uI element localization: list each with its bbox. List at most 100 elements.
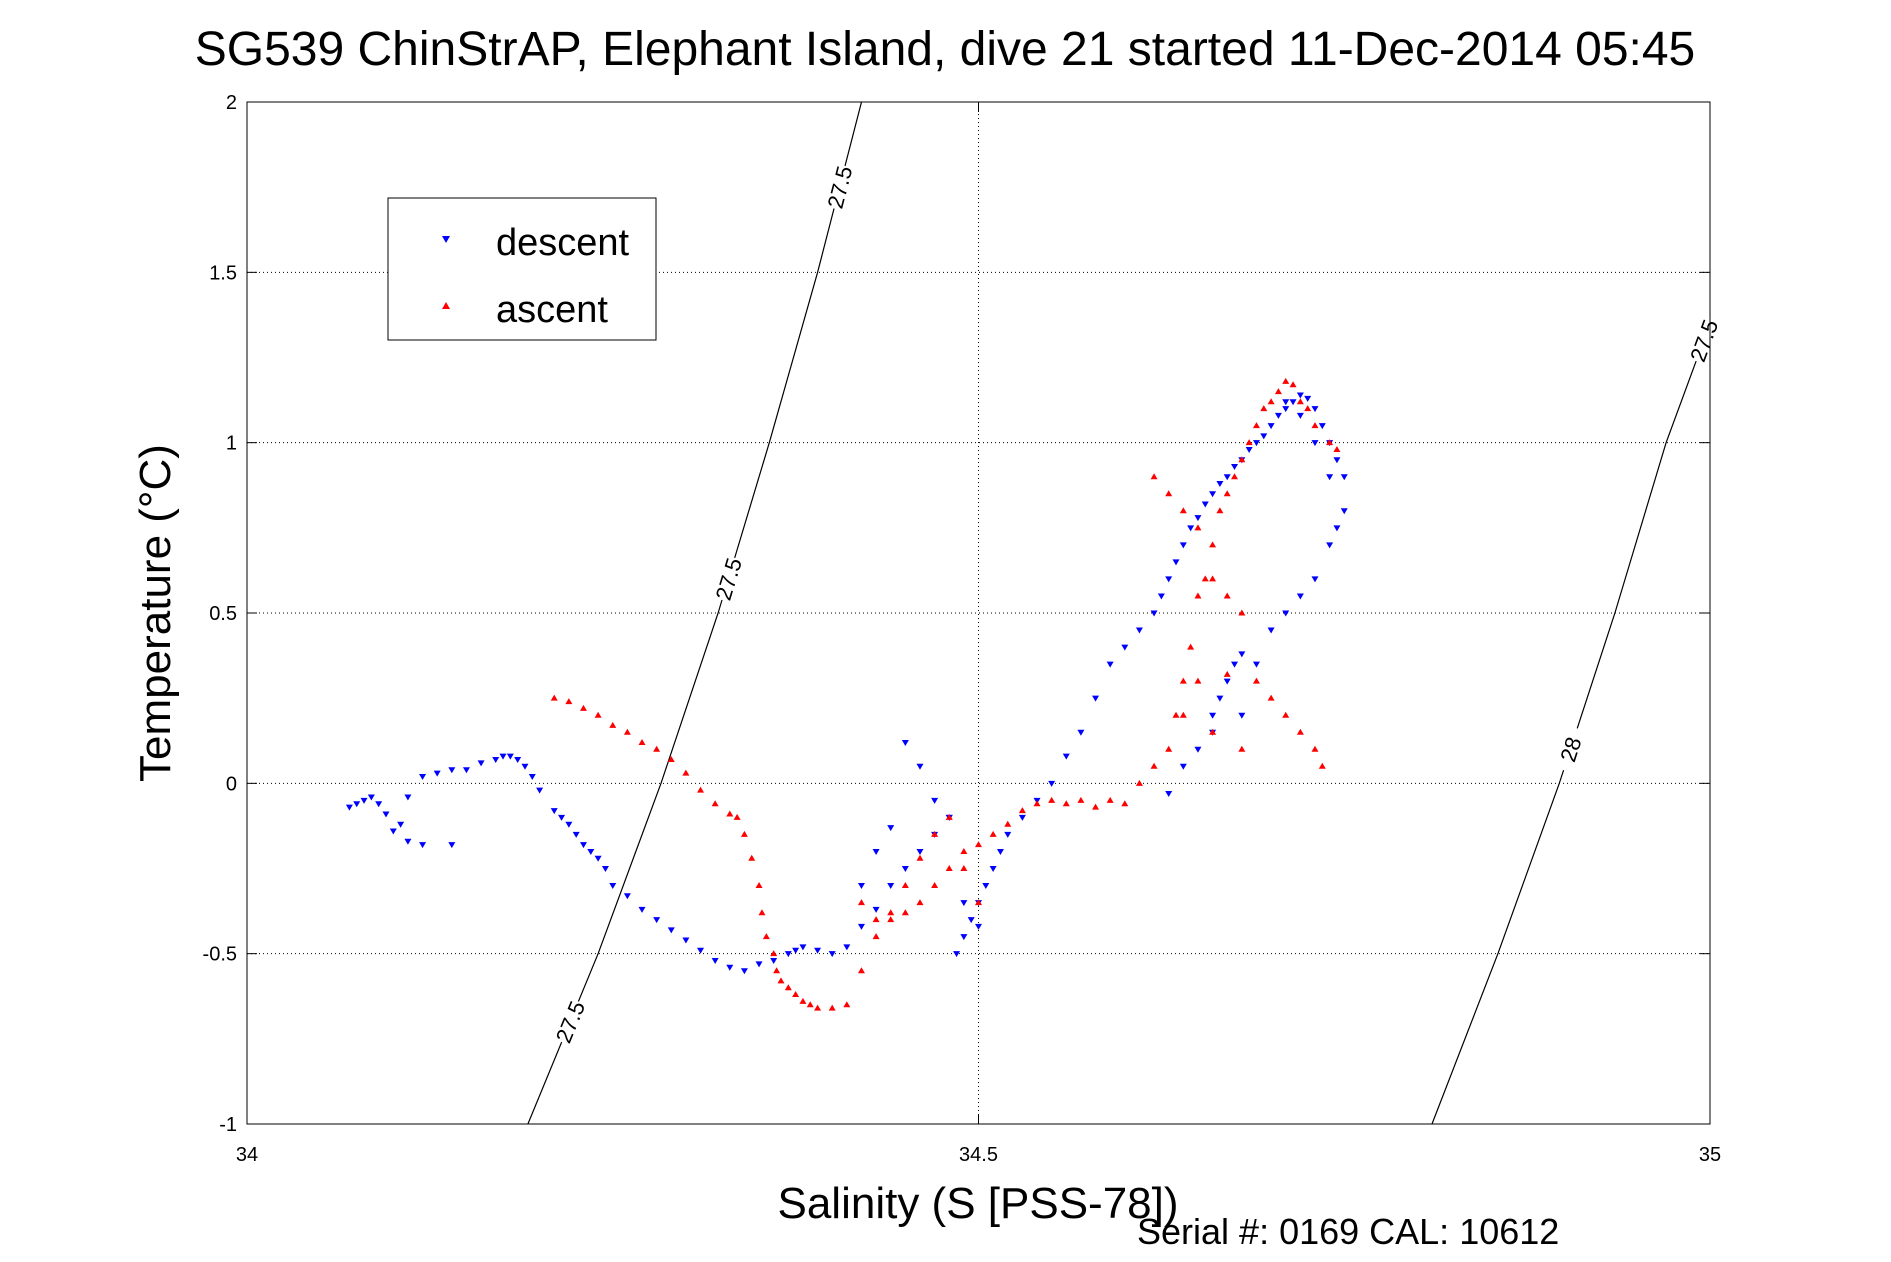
descent-point: [1179, 763, 1187, 770]
ascent-point: [682, 769, 690, 776]
descent-point: [653, 917, 661, 924]
ascent-point: [653, 745, 661, 752]
descent-point: [572, 831, 580, 838]
descent-point: [1311, 576, 1319, 583]
descent-point: [565, 821, 573, 828]
descent-point: [404, 838, 412, 845]
ascent-point: [733, 813, 741, 820]
ascent-point: [550, 694, 558, 701]
y-tick-label: 1: [226, 433, 237, 455]
descent-point: [1311, 440, 1319, 447]
ascent-point: [1238, 456, 1246, 463]
descent-point: [1165, 791, 1173, 798]
descent-point: [989, 866, 997, 872]
ascent-point: [1231, 473, 1239, 480]
ascent-point: [1209, 541, 1217, 548]
descent-point: [828, 951, 836, 958]
descent-point: [375, 801, 383, 808]
ascent-point: [740, 830, 748, 837]
ascent-point: [697, 786, 705, 793]
descent-point: [1340, 508, 1348, 515]
ascent-point: [857, 899, 865, 906]
legend-descent-label: descent: [496, 222, 630, 264]
ascent-point: [901, 882, 909, 889]
ascent-point: [1209, 728, 1217, 735]
descent-point: [1223, 474, 1231, 481]
descent-point: [1340, 474, 1348, 481]
descent-point: [521, 763, 529, 770]
descent-point: [1231, 661, 1239, 668]
contour-label-bg: [549, 996, 591, 1048]
contour-label-bg: [821, 162, 858, 212]
descent-point: [433, 770, 441, 777]
descent-point: [901, 866, 909, 872]
descent-point: [353, 801, 361, 808]
descent-point: [1282, 406, 1290, 413]
ascent-point: [1033, 800, 1041, 807]
ascent-point: [945, 813, 953, 820]
ascent-point: [1282, 711, 1290, 718]
descent-point: [1289, 399, 1297, 406]
ascent-point: [975, 899, 982, 906]
ascent-point: [887, 916, 895, 923]
ascent-point: [1333, 445, 1341, 452]
descent-point: [1231, 464, 1239, 471]
ascent-point: [1238, 609, 1246, 616]
ascent-point: [828, 1004, 836, 1011]
ascent-point: [916, 854, 924, 861]
descent-point: [623, 893, 631, 900]
descent-point: [960, 900, 968, 907]
descent-point: [953, 951, 961, 958]
ascent-point: [609, 721, 617, 728]
descent-point: [1157, 593, 1165, 600]
descent-point: [1201, 501, 1209, 508]
descent-point: [360, 797, 368, 804]
ascent-point: [755, 882, 763, 889]
descent-point: [1260, 433, 1268, 440]
ascent-point: [1326, 439, 1334, 446]
descent-point: [1252, 440, 1260, 447]
legend-descent-marker: [442, 236, 450, 243]
y-axis-label: Temperature (°C): [131, 444, 180, 782]
ascent-point: [1179, 677, 1187, 684]
data-points: [345, 377, 1348, 1011]
descent-point: [1077, 729, 1085, 736]
descent-point: [550, 808, 558, 815]
ascent-point: [814, 1004, 822, 1011]
y-tick-label: 2: [226, 92, 237, 114]
ascent-point: [872, 916, 880, 923]
ascent-point: [1223, 670, 1231, 677]
ascent-point: [1018, 807, 1026, 814]
descent-point: [1048, 780, 1056, 787]
contour-label-bg: [1683, 315, 1724, 366]
ascent-point: [1194, 677, 1202, 684]
ascent-point: [1296, 728, 1304, 735]
x-tick-label: 35: [1699, 1144, 1721, 1166]
descent-point: [1194, 515, 1202, 522]
ascent-point: [594, 711, 602, 718]
ascent-point: [916, 899, 924, 906]
ascent-point: [960, 865, 968, 871]
ascent-point: [1092, 803, 1100, 810]
ascent-point: [872, 933, 880, 940]
ascent-point: [1048, 796, 1056, 803]
ascent-point: [1150, 762, 1158, 769]
descent-point: [1238, 651, 1246, 658]
ascent-point: [726, 810, 734, 817]
y-tick-label: 1.5: [209, 262, 237, 284]
descent-point: [916, 848, 924, 855]
descent-point: [382, 811, 390, 818]
descent-point: [1252, 661, 1260, 668]
descent-point: [975, 923, 982, 930]
descent-point: [1092, 695, 1100, 702]
contour-label-bg: [709, 554, 748, 604]
descent-point: [1274, 412, 1282, 419]
descent-point: [419, 842, 427, 849]
ascent-point: [1194, 524, 1202, 531]
descent-point: [506, 753, 514, 760]
descent-point: [1216, 481, 1224, 488]
ascent-point: [1223, 592, 1231, 599]
descent-point: [1238, 712, 1246, 719]
descent-point: [857, 923, 865, 930]
ascent-point: [857, 967, 865, 974]
